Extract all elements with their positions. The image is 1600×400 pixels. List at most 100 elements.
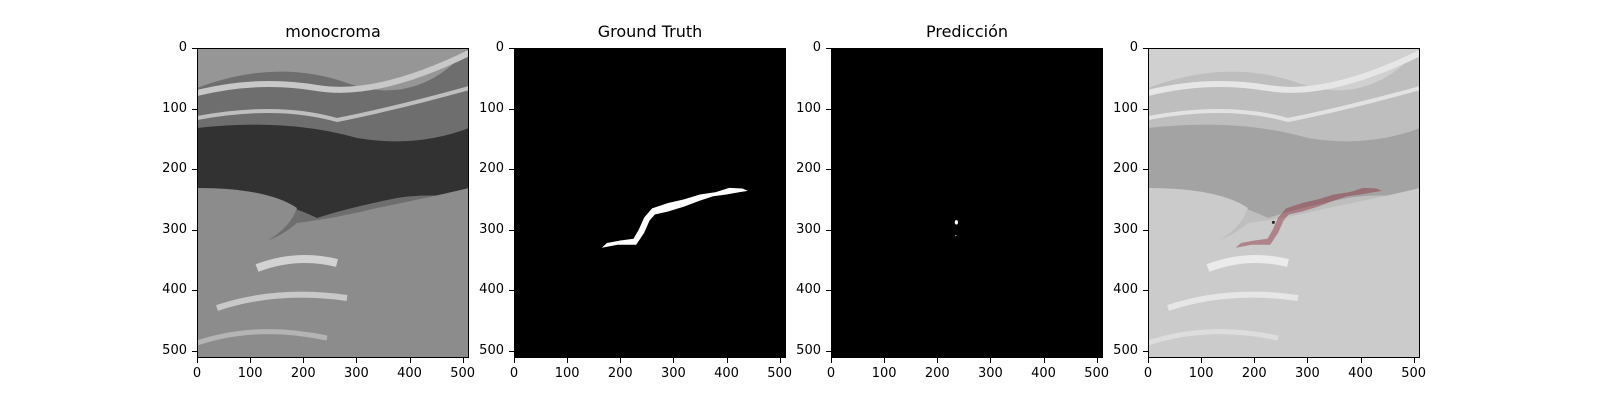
y-tick-label: 100 xyxy=(162,100,187,116)
y-tick xyxy=(509,48,514,49)
y-tick-label: 200 xyxy=(1113,161,1138,177)
x-tick xyxy=(1413,358,1415,363)
x-tick-label: 0 xyxy=(1143,366,1153,381)
image-content xyxy=(514,48,786,358)
x-tick-label: 500 xyxy=(1401,366,1427,381)
x-tick-label: 100 xyxy=(554,366,580,381)
y-tick-label: 200 xyxy=(479,161,504,177)
image-content xyxy=(1148,48,1420,358)
x-tick xyxy=(884,358,886,363)
y-tick xyxy=(826,290,831,292)
y-tick xyxy=(826,350,831,352)
x-tick-label: 100 xyxy=(871,366,897,381)
x-tick xyxy=(514,358,515,363)
image-panel-gt xyxy=(514,48,786,358)
y-tick-label: 100 xyxy=(479,100,504,116)
x-tick-label: 400 xyxy=(1031,366,1056,381)
y-tick xyxy=(509,108,514,110)
x-tick xyxy=(937,358,939,363)
x-tick xyxy=(250,358,252,363)
x-tick-label: 0 xyxy=(192,366,202,381)
y-tick xyxy=(826,229,831,231)
x-tick xyxy=(462,358,464,363)
x-tick-label: 500 xyxy=(767,366,793,381)
y-tick-label: 200 xyxy=(796,161,821,177)
x-tick-label: 100 xyxy=(237,366,263,381)
y-tick-label: 200 xyxy=(162,161,187,177)
y-tick-label: 500 xyxy=(796,342,821,358)
x-tick xyxy=(356,358,358,363)
x-tick-label: 300 xyxy=(1294,366,1320,381)
x-tick xyxy=(197,358,198,363)
x-tick xyxy=(620,358,622,363)
x-tick-label: 0 xyxy=(826,366,836,381)
panel-title-pred: Predicción xyxy=(925,22,1008,41)
x-tick xyxy=(779,358,781,363)
y-tick-label: 400 xyxy=(162,282,187,298)
y-tick xyxy=(509,169,514,171)
x-tick xyxy=(1360,358,1362,363)
y-tick-label: 300 xyxy=(479,221,504,237)
y-tick xyxy=(509,290,514,292)
y-tick xyxy=(1143,108,1148,110)
y-tick-label: 300 xyxy=(162,221,187,237)
y-tick xyxy=(1143,169,1148,171)
y-tick-label: 100 xyxy=(796,100,821,116)
y-tick xyxy=(192,290,197,292)
x-tick-label: 400 xyxy=(397,366,422,381)
y-tick-label: 500 xyxy=(1113,342,1138,358)
y-tick xyxy=(192,108,197,110)
x-tick-label: 500 xyxy=(450,366,476,381)
image-panel-pred xyxy=(831,48,1103,358)
x-tick xyxy=(1201,358,1203,363)
y-tick-label: 400 xyxy=(796,282,821,298)
image-panel-overlay xyxy=(1148,48,1420,358)
y-tick xyxy=(192,169,197,171)
y-tick-label: 0 xyxy=(812,40,821,55)
y-tick xyxy=(192,229,197,231)
y-tick xyxy=(192,48,197,49)
y-tick xyxy=(826,108,831,110)
image-panel-mono xyxy=(197,48,469,358)
y-tick xyxy=(1143,48,1148,49)
x-tick xyxy=(409,358,411,363)
image-content xyxy=(831,48,1103,358)
y-tick xyxy=(192,350,197,352)
y-tick xyxy=(1143,290,1148,292)
x-tick-label: 200 xyxy=(607,366,633,381)
y-tick xyxy=(826,48,831,49)
x-tick-label: 200 xyxy=(924,366,950,381)
y-tick xyxy=(509,350,514,352)
x-tick-label: 400 xyxy=(1348,366,1373,381)
x-tick xyxy=(567,358,569,363)
y-tick-label: 0 xyxy=(495,40,504,55)
y-tick-label: 400 xyxy=(1113,282,1138,298)
x-tick xyxy=(1148,358,1149,363)
y-tick xyxy=(826,169,831,171)
x-tick-label: 300 xyxy=(977,366,1003,381)
y-tick-label: 100 xyxy=(1113,100,1138,116)
x-tick xyxy=(1043,358,1045,363)
panel-title-gt: Ground Truth xyxy=(597,22,703,41)
y-tick-label: 500 xyxy=(479,342,504,358)
y-tick-label: 0 xyxy=(178,40,187,55)
x-tick-label: 400 xyxy=(714,366,739,381)
y-tick-label: 0 xyxy=(1129,40,1138,55)
y-tick xyxy=(1143,229,1148,231)
y-tick-label: 300 xyxy=(796,221,821,237)
x-tick xyxy=(990,358,992,363)
x-tick-label: 200 xyxy=(290,366,316,381)
x-tick xyxy=(1096,358,1098,363)
y-tick-label: 500 xyxy=(162,342,187,358)
x-tick-label: 300 xyxy=(343,366,369,381)
panel-title-mono: monocroma xyxy=(285,22,381,41)
x-tick-label: 500 xyxy=(1084,366,1110,381)
y-tick-label: 300 xyxy=(1113,221,1138,237)
y-tick-label: 400 xyxy=(479,282,504,298)
x-tick xyxy=(726,358,728,363)
x-tick-label: 0 xyxy=(509,366,519,381)
y-tick xyxy=(1143,350,1148,352)
x-tick xyxy=(831,358,832,363)
x-tick xyxy=(1307,358,1309,363)
x-tick xyxy=(673,358,675,363)
